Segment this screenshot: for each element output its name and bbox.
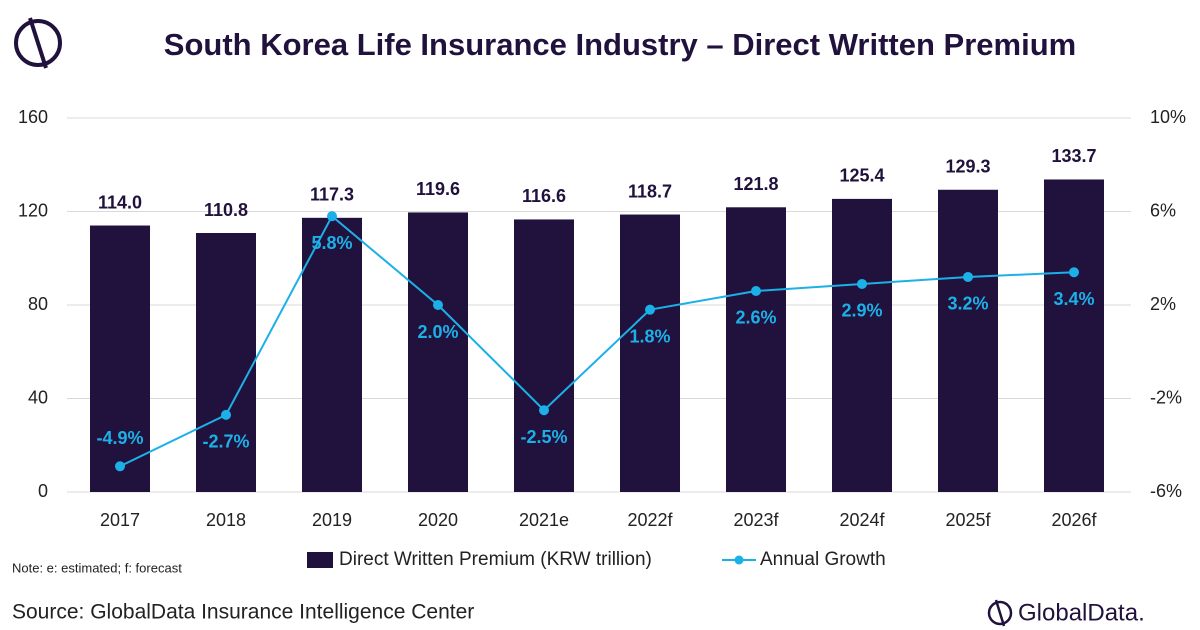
growth-value-label: 1.8%	[629, 326, 670, 346]
growth-marker	[115, 461, 125, 472]
y2-tick-label: -6%	[1150, 481, 1182, 501]
source: Source: GlobalData Insurance Intelligenc…	[12, 601, 474, 624]
legend-swatch-marker	[734, 555, 744, 565]
bar	[514, 219, 574, 492]
bar-value-label: 117.3	[310, 185, 354, 205]
growth-marker	[1069, 267, 1079, 278]
y2-tick-label: 10%	[1150, 107, 1186, 127]
bar-value-label: 119.6	[416, 179, 460, 199]
chart-title: South Korea Life Insurance Industry – Di…	[164, 27, 1076, 62]
growth-marker	[645, 304, 655, 315]
bar	[302, 217, 362, 492]
brand: GlobalData.	[1018, 599, 1145, 626]
growth-marker	[963, 271, 973, 282]
bar	[196, 233, 256, 492]
legend-label: Annual Growth	[760, 549, 886, 570]
growth-value-label: -2.7%	[202, 432, 249, 452]
x-tick-label: 2024f	[839, 510, 885, 530]
x-tick-label: 2022f	[627, 510, 673, 530]
bar	[938, 189, 998, 493]
x-tick-label: 2019	[312, 510, 352, 530]
x-tick-label: 2018	[206, 510, 246, 530]
growth-marker	[433, 300, 443, 310]
legend-swatch	[307, 552, 333, 568]
growth-value-label: 3.4%	[1053, 289, 1094, 309]
legend-label: Direct Written Premium (KRW trillion)	[339, 549, 652, 570]
bar	[832, 198, 892, 492]
bar-value-label: 118.7	[628, 181, 672, 201]
brand-icon	[987, 599, 1013, 627]
growth-value-label: 3.2%	[947, 294, 988, 314]
bar-value-label: 129.3	[945, 157, 990, 177]
bar	[726, 207, 786, 493]
bar-value-label: 116.6	[522, 186, 566, 206]
bar-value-label: 125.4	[839, 166, 884, 186]
growth-value-label: -2.5%	[520, 427, 567, 447]
x-tick-label: 2021e	[519, 510, 569, 530]
y2-tick-label: 6%	[1150, 200, 1176, 220]
growth-value-label: 2.6%	[735, 308, 776, 328]
bar	[1044, 179, 1104, 492]
growth-marker	[221, 409, 231, 420]
growth-value-label: 2.0%	[417, 322, 458, 342]
growth-value-label: -4.9%	[96, 428, 143, 448]
x-tick-label: 2023f	[733, 510, 779, 530]
growth-marker	[751, 285, 761, 296]
y-tick-label: 40	[28, 387, 48, 407]
growth-marker	[857, 278, 867, 289]
x-tick-label: 2026f	[1051, 510, 1097, 530]
y-tick-label: 0	[38, 481, 48, 501]
bar	[408, 212, 468, 492]
bar-value-label: 121.8	[733, 174, 778, 194]
note: Note: e: estimated; f: forecast	[12, 560, 182, 575]
bar	[620, 214, 680, 492]
growth-marker	[539, 405, 549, 416]
x-tick-label: 2020	[418, 510, 458, 530]
growth-marker	[327, 211, 337, 222]
logo-icon	[14, 17, 62, 69]
growth-value-label: 2.9%	[841, 301, 882, 321]
x-tick-label: 2017	[100, 510, 140, 530]
y-tick-label: 80	[28, 294, 48, 314]
growth-line	[119, 214, 1075, 468]
bar	[90, 225, 150, 492]
y2-tick-label: 2%	[1150, 294, 1176, 314]
bar-value-label: 114.0	[98, 192, 142, 212]
bar-value-label: 110.8	[204, 200, 248, 220]
growth-value-label: 5.8%	[311, 233, 352, 253]
y-tick-label: 120	[18, 200, 48, 220]
bar-value-label: 133.7	[1051, 146, 1096, 166]
x-tick-label: 2025f	[945, 510, 991, 530]
y-tick-label: 160	[18, 107, 48, 127]
y2-tick-label: -2%	[1150, 387, 1182, 407]
